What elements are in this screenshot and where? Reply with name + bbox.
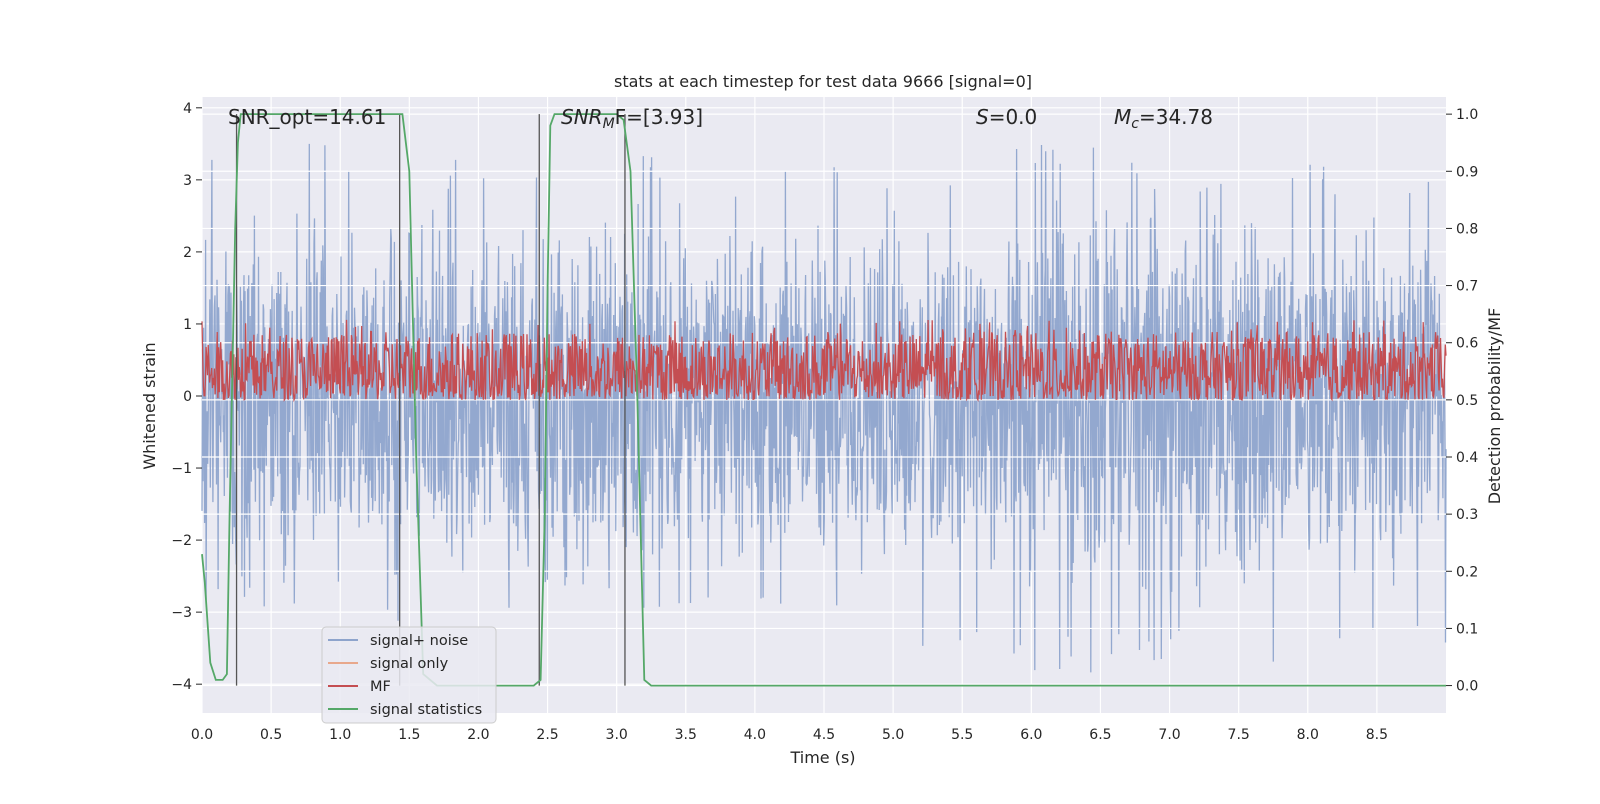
- x-tick-label: 5.5: [951, 727, 973, 743]
- y-tick-label: −3: [171, 605, 192, 621]
- x-axis-title: Time (s): [789, 748, 855, 767]
- annotations: SNR_opt=14.61 SNRMF=[3.93] S=0.0 Mc=34.7…: [228, 105, 1213, 132]
- axis-ticks: 0.0 0.5 1.0 1.5 2.0 2.5 3.0 3.5 4.0 4.5 5.0 5.5 6.0 6…: [171, 101, 1478, 743]
- annotation-mc-sym: M: [1114, 105, 1131, 129]
- y2-tick-label: 0.3: [1456, 507, 1478, 523]
- annotation-mc-sub: c: [1131, 116, 1139, 132]
- signal-noise-series: [201, 143, 1447, 673]
- x-tick-label: 8.5: [1366, 727, 1388, 743]
- x-tick-label: 7.5: [1228, 727, 1250, 743]
- x-tick-label: 6.5: [1089, 727, 1111, 743]
- signal-noise-line: [201, 143, 1447, 673]
- x-tick-label: 0.5: [260, 727, 282, 743]
- legend-box: [321, 626, 497, 724]
- y2-tick-label: 0.2: [1456, 564, 1478, 580]
- legend-label: signal+ noise: [370, 633, 468, 649]
- y-tick-label: −2: [171, 533, 192, 549]
- chart-title: stats at each timestep for test data 966…: [614, 72, 1032, 91]
- y-axis-title: Whitened strain: [140, 342, 159, 469]
- x-tick-label: 3.5: [675, 727, 697, 743]
- y2-tick-label: 0.4: [1456, 450, 1478, 466]
- annotation-s-sym: S: [976, 105, 989, 129]
- annotation-mc-rest: =34.78: [1139, 105, 1213, 129]
- signal-statistics-series: [201, 113, 1446, 687]
- signal-statistics-line: [201, 113, 1446, 687]
- y2-tick-label: 0.6: [1456, 336, 1478, 352]
- y-tick-label: 2: [183, 245, 192, 261]
- annotation-snr-mf-rest: F=[3.93]: [615, 105, 703, 129]
- x-tick-label: 2.5: [536, 727, 558, 743]
- annotation-snr-mf-symbol: SNRMF=[3.93]: [561, 105, 703, 132]
- legend: signal+ noise signal only MF signal statist…: [321, 626, 497, 724]
- y2-tick-label: 0.9: [1456, 164, 1478, 180]
- x-tick-label: 8.0: [1297, 727, 1319, 743]
- annotation-snr-mf-sub: M: [603, 116, 615, 132]
- annotation-snr-mf-sym: SNR: [561, 105, 603, 129]
- y-tick-label: 0: [183, 389, 192, 405]
- annotation-s-rest: =0.0: [989, 105, 1038, 129]
- x-tick-label: 3.0: [606, 727, 628, 743]
- y-tick-label: 4: [183, 101, 192, 117]
- annotation-s: S=0.0: [976, 105, 1037, 129]
- legend-label: signal statistics: [370, 702, 482, 718]
- y2-tick-label: 1.0: [1456, 107, 1478, 123]
- y2-axis-title: Detection probability/MF: [1485, 308, 1504, 505]
- x-tick-label: 4.5: [813, 727, 835, 743]
- y-tick-label: −1: [171, 461, 192, 477]
- x-tick-label: 1.0: [329, 727, 351, 743]
- x-tick-label: 5.0: [882, 727, 904, 743]
- y2-tick-label: 0.0: [1456, 679, 1478, 695]
- y-tick-label: 3: [183, 173, 192, 189]
- mf-series: [201, 319, 1447, 403]
- x-tick-label: 7.0: [1158, 727, 1180, 743]
- x-tick-label: 0.0: [191, 727, 213, 743]
- y-tick-label: 1: [183, 317, 192, 333]
- x-tick-label: 6.0: [1020, 727, 1042, 743]
- y2-tick-label: 0.7: [1456, 279, 1478, 295]
- x-tick-label: 4.0: [744, 727, 766, 743]
- mf-line: [201, 319, 1447, 403]
- legend-label: MF: [370, 679, 391, 695]
- y2-tick-label: 0.8: [1456, 221, 1478, 237]
- annotation-snr-opt: SNR_opt=14.61: [228, 105, 386, 129]
- y2-tick-label: 0.1: [1456, 621, 1478, 637]
- annotation-mc: Mc=34.78: [1114, 105, 1213, 132]
- y2-tick-label: 0.5: [1456, 393, 1478, 409]
- x-tick-label: 1.5: [398, 727, 420, 743]
- legend-label: signal only: [370, 656, 449, 672]
- x-tick-label: 2.0: [467, 727, 489, 743]
- y-tick-label: −4: [171, 677, 192, 693]
